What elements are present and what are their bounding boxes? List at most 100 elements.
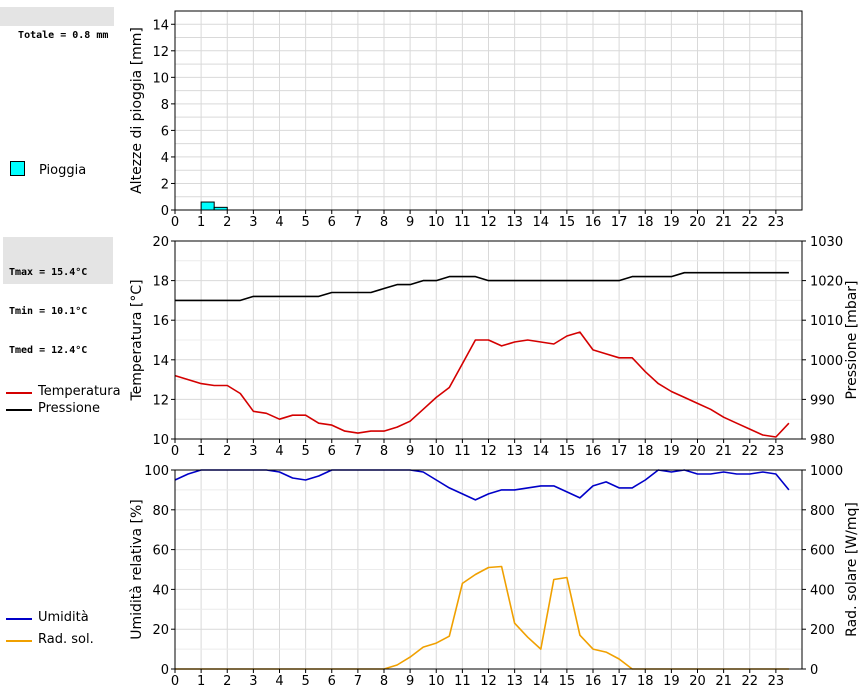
x-tick-label: 5 [301,215,309,230]
x-tick-label: 14 [532,674,549,689]
x-tick-label: 15 [559,215,576,230]
y-tick-label: 6 [161,124,169,139]
y2-tick-label: 1010 [810,314,843,329]
pressure-line-icon [6,409,32,411]
x-tick-label: 2 [223,215,231,230]
y-tick-label: 100 [144,464,169,479]
x-tick-label: 23 [768,674,785,689]
y-tick-label: 8 [161,98,169,113]
x-tick-label: 17 [611,674,628,689]
x-tick-label: 0 [171,215,179,230]
x-tick-label: 19 [663,444,680,459]
tmed-text: Tmed = 12.4°C [9,345,88,356]
x-tick-label: 18 [637,444,654,459]
y-tick-label: 2 [161,177,169,192]
y2-tick-label: 1020 [810,275,843,290]
x-tick-label: 22 [741,215,758,230]
tmax-text: Tmax = 15.4°C [9,267,88,278]
y2-axis-label: Pressione [mbar] [844,280,860,399]
y2-tick-label: 400 [810,583,835,598]
y2-tick-label: 1030 [810,235,843,250]
x-tick-label: 13 [506,674,523,689]
x-tick-label: 3 [249,215,257,230]
x-tick-label: 18 [637,215,654,230]
x-tick-label: 16 [585,215,602,230]
x-tick-label: 4 [275,215,283,230]
y-tick-label: 10 [152,71,169,86]
y-tick-label: 40 [152,583,169,598]
temperature-line-icon [6,392,32,394]
y-tick-label: 16 [152,314,169,329]
x-tick-label: 2 [223,444,231,459]
x-tick-label: 19 [663,674,680,689]
rain-total-text: Totale = 0.8 mm [18,30,109,41]
rain-total-box: Totale = 0.8 mm [0,7,114,41]
x-tick-label: 11 [454,215,471,230]
x-tick-label: 4 [275,674,283,689]
x-tick-label: 13 [506,215,523,230]
legend-rain-label: Pioggia [39,163,87,178]
x-tick-label: 3 [249,674,257,689]
x-tick-label: 17 [611,444,628,459]
y-tick-label: 20 [152,235,169,250]
x-tick-label: 15 [559,444,576,459]
x-tick-label: 8 [380,674,388,689]
x-tick-label: 23 [768,444,785,459]
solar-line-icon [6,640,32,642]
y-axis-label: Altezze di pioggia [mm] [129,27,145,194]
x-tick-label: 23 [768,215,785,230]
x-tick-label: 16 [585,444,602,459]
x-tick-label: 1 [197,215,205,230]
y2-tick-label: 980 [810,433,835,448]
y-tick-label: 0 [161,663,169,678]
series-line-pressione [175,271,789,302]
x-tick-label: 12 [480,674,497,689]
series-line-umidit- [174,469,790,501]
rain-swatch-icon [10,161,25,176]
x-tick-label: 15 [559,674,576,689]
x-tick-label: 10 [428,674,445,689]
legend-temperature-label: Temperatura [38,384,121,399]
y-tick-label: 20 [152,623,169,638]
x-tick-label: 20 [689,674,706,689]
x-tick-label: 0 [171,674,179,689]
y2-tick-label: 990 [810,393,835,408]
x-tick-label: 8 [380,215,388,230]
x-tick-label: 6 [328,444,336,459]
x-tick-label: 13 [506,444,523,459]
tmin-text: Tmin = 10.1°C [9,306,88,317]
y-tick-label: 80 [152,504,169,519]
x-tick-label: 22 [741,674,758,689]
x-tick-label: 7 [354,674,362,689]
x-tick-label: 6 [328,215,336,230]
x-tick-label: 11 [454,444,471,459]
x-tick-label: 10 [428,215,445,230]
y2-tick-label: 0 [810,663,818,678]
x-tick-label: 11 [454,674,471,689]
x-tick-label: 12 [480,215,497,230]
y2-tick-label: 200 [810,623,835,638]
x-tick-label: 5 [301,444,309,459]
y-tick-label: 12 [152,45,169,60]
x-tick-label: 5 [301,674,309,689]
x-tick-label: 8 [380,444,388,459]
temperature-stats-box: Tmax = 15.4°C Tmin = 10.1°C Tmed = 12.4°… [3,237,113,356]
y2-tick-label: 600 [810,544,835,559]
y-axis-label: Umidità relativa [%] [129,499,145,640]
x-tick-label: 21 [715,215,732,230]
x-tick-label: 6 [328,674,336,689]
y-tick-label: 4 [161,151,169,166]
x-tick-label: 22 [741,444,758,459]
x-tick-label: 9 [406,444,414,459]
x-tick-label: 9 [406,215,414,230]
humidity-line-icon [6,618,32,620]
x-tick-label: 21 [715,444,732,459]
x-tick-label: 2 [223,674,231,689]
x-tick-label: 7 [354,215,362,230]
y-tick-label: 12 [152,393,169,408]
x-tick-label: 10 [428,444,445,459]
y-tick-label: 10 [152,433,169,448]
x-tick-label: 21 [715,674,732,689]
x-tick-label: 1 [197,444,205,459]
y2-tick-label: 800 [810,504,835,519]
